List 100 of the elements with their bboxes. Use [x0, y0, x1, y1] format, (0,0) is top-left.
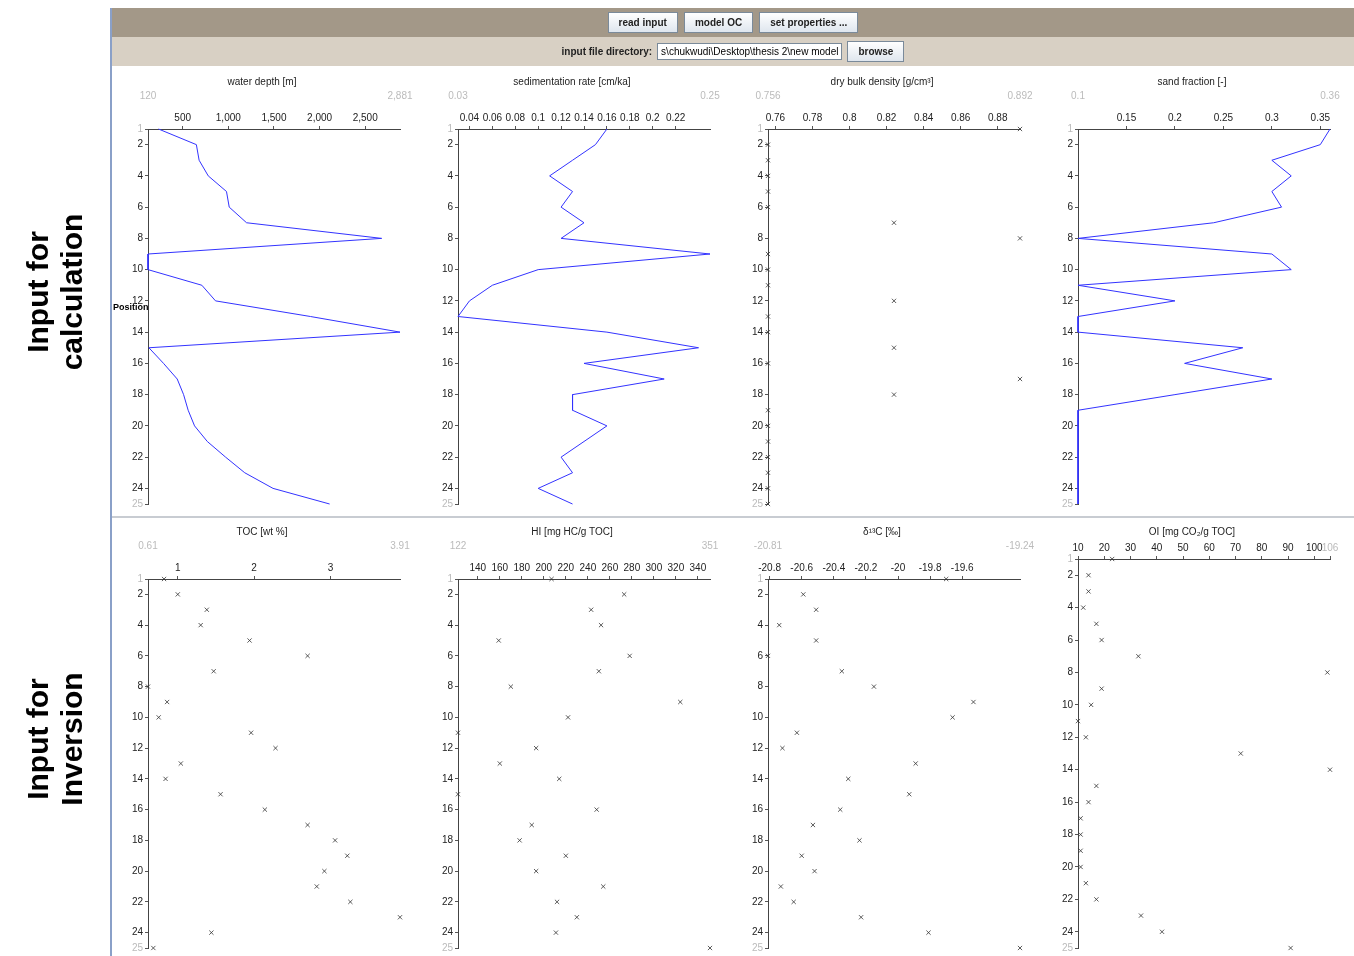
y-tick-label: 20: [751, 864, 764, 876]
y-tick-label: 25: [751, 941, 764, 953]
x-tick-label: 2,000: [307, 111, 333, 123]
text: Input for Inversion: [21, 672, 89, 806]
y-tick-label: 8: [137, 680, 144, 692]
point: [891, 345, 897, 351]
y-tick-label: 20: [441, 419, 454, 431]
y-tick-label: 20: [131, 864, 144, 876]
y-tick-label: 6: [757, 649, 764, 661]
point: [1093, 621, 1099, 627]
y-tick-label: 8: [137, 232, 144, 244]
y-tick-label: 4: [757, 169, 764, 181]
y-tick-label: 10: [131, 263, 144, 275]
point: [1085, 588, 1092, 594]
x-tick-label: 0.3: [1264, 111, 1280, 123]
point: [812, 868, 818, 874]
y-tick-label: 6: [757, 200, 764, 212]
point: [765, 157, 771, 163]
x-tick-label: 240: [579, 561, 597, 573]
point: [455, 791, 461, 797]
point: [776, 622, 782, 628]
y-tick-label: 10: [1061, 263, 1074, 275]
point: [943, 576, 949, 582]
point: [1017, 235, 1023, 241]
y-tick-label: 14: [441, 325, 454, 337]
point: [1078, 864, 1084, 870]
x-tick-label: 0.06: [482, 111, 503, 123]
y-tick-label: 22: [751, 895, 764, 907]
x-tick-label: 40: [1151, 541, 1163, 553]
y-tick-label: 8: [757, 232, 764, 244]
y-tick-label: 2: [137, 138, 144, 150]
x2-tick-label: -19.24: [1005, 539, 1035, 551]
y-tick-label: 10: [441, 711, 454, 723]
y-tick-label: 4: [137, 169, 144, 181]
y-tick-label: 22: [1061, 450, 1074, 462]
y-tick-label: 1: [137, 122, 144, 134]
x2-tick-label: 0.1: [1071, 89, 1086, 101]
point: [517, 837, 523, 843]
point: [549, 576, 555, 582]
y-tick-label: 6: [1067, 200, 1074, 212]
point: [1093, 783, 1099, 789]
point: [677, 699, 683, 705]
y-tick-label: 2: [757, 588, 764, 600]
y-tick-label: 6: [1067, 633, 1074, 645]
point: [305, 822, 311, 828]
x-tick-label: 0.88: [988, 111, 1008, 123]
point: [1083, 734, 1089, 740]
x-tick-label: 0.1: [531, 111, 546, 123]
point: [800, 591, 806, 597]
point: [794, 730, 800, 736]
y-tick-label: 1: [1067, 552, 1074, 564]
point: [950, 714, 956, 720]
point: [813, 637, 819, 644]
x2-tick-label: 351: [701, 539, 719, 551]
x-tick-label: 280: [623, 561, 641, 573]
y-tick-label: 14: [751, 772, 764, 784]
point: [845, 776, 851, 782]
point: [621, 591, 627, 597]
y-tick-label: 14: [751, 325, 764, 337]
y-tick-label: 12: [441, 741, 454, 753]
x2-tick-label: 0.25: [700, 89, 721, 101]
y-tick-label: 24: [131, 926, 144, 938]
x-tick-label: 0.35: [1310, 111, 1331, 123]
x-tick-label: 220: [557, 561, 575, 573]
point: [791, 899, 797, 905]
y-tick-label: 22: [751, 450, 764, 462]
point: [150, 945, 156, 951]
point: [553, 930, 559, 936]
x-tick-label: 0.76: [765, 111, 786, 123]
x-tick-label: 2,500: [352, 111, 379, 123]
x2-tick-label: -20.81: [753, 539, 783, 551]
point: [347, 899, 353, 905]
y-tick-label: 4: [1067, 601, 1074, 613]
chart-title: δ¹³C [‰]: [863, 525, 902, 537]
y-tick-label: 10: [751, 263, 764, 275]
y-tick-label: 25: [441, 941, 454, 953]
y-tick-label: 22: [1061, 893, 1074, 905]
point: [594, 807, 600, 813]
y-tick-label: 25: [441, 497, 454, 509]
x-tick-label: 0.8: [842, 111, 857, 123]
y-tick-label: 24: [131, 482, 144, 494]
x-tick-label: 0.84: [913, 111, 934, 123]
point: [218, 791, 224, 797]
point: [164, 699, 170, 705]
point: [588, 607, 594, 613]
x-tick-label: 140: [469, 561, 487, 573]
x-tick-label: 180: [513, 561, 531, 573]
y-tick-label: 25: [751, 497, 764, 509]
y-tick-label: 14: [131, 325, 144, 337]
point: [574, 914, 580, 920]
y-tick-label: 14: [441, 772, 454, 784]
y-tick-label: 10: [1061, 698, 1074, 710]
point: [508, 684, 514, 690]
point: [314, 883, 320, 890]
chart-title: water depth [m]: [226, 75, 297, 87]
point: [779, 745, 785, 751]
point: [305, 653, 311, 659]
y-tick-label: 14: [1061, 325, 1074, 337]
x-tick-label: 60: [1203, 541, 1216, 553]
point: [1078, 815, 1084, 821]
